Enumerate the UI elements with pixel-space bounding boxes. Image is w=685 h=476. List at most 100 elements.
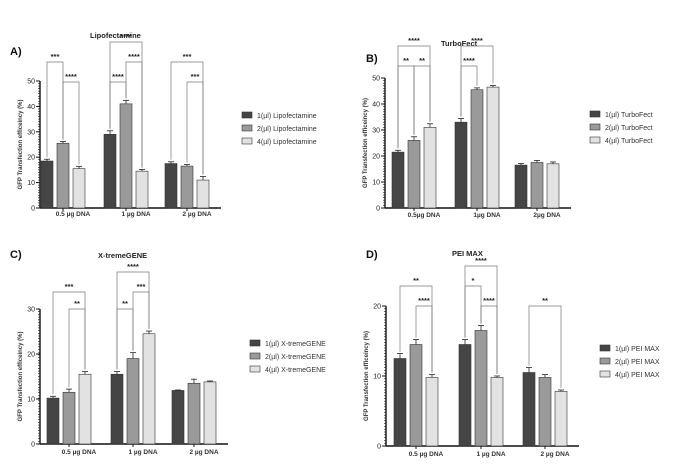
bar xyxy=(514,164,528,209)
y-tick-label: 40 xyxy=(372,102,380,109)
legend-swatch xyxy=(599,370,611,378)
significance-label: *** xyxy=(191,72,200,81)
significance-label: **** xyxy=(408,36,420,45)
significance-label: **** xyxy=(475,256,487,265)
y-axis-label: GFP Transfection efficeincy (%) xyxy=(18,332,24,422)
bar xyxy=(425,377,439,447)
bar xyxy=(522,372,536,447)
legend-label: 1(µl) Lipofectamine xyxy=(257,113,317,120)
legend-label: 4(µl) TurboFect xyxy=(605,138,653,145)
legend-swatch xyxy=(599,344,611,352)
panel-label: D) xyxy=(366,249,378,261)
bar xyxy=(470,89,484,209)
significance-bracket xyxy=(116,308,134,370)
bar xyxy=(142,333,156,445)
significance-bracket xyxy=(109,81,127,129)
significance-label: *** xyxy=(183,52,192,61)
significance-label: **** xyxy=(120,32,132,41)
bar xyxy=(490,377,504,447)
y-tick-label: 50 xyxy=(27,79,35,86)
significance-label: ** xyxy=(403,56,409,65)
legend-swatch xyxy=(599,357,611,365)
chart-title: PEI MAX xyxy=(452,249,483,258)
x-category-label: 1 µg DNA xyxy=(121,211,150,218)
y-tick-label: 0 xyxy=(31,206,35,213)
bar xyxy=(72,168,86,209)
y-tick-label: 0 xyxy=(376,206,380,213)
bar xyxy=(407,140,421,209)
legend-label: 1(µl) TurboFect xyxy=(605,112,653,119)
significance-bracket xyxy=(125,61,143,168)
legend-label: 1(µl) PEI MAX xyxy=(615,346,660,353)
x-category-label: 1 µg DNA xyxy=(128,449,157,456)
bar xyxy=(62,391,76,445)
panel-label: B) xyxy=(366,53,378,65)
y-tick-label: 20 xyxy=(372,154,380,161)
bar xyxy=(180,165,194,209)
y-tick-label: 20 xyxy=(373,304,381,311)
y-tick-label: 30 xyxy=(27,307,35,314)
significance-label: ** xyxy=(74,299,80,308)
legend-label: 2(µl) Lipofectamine xyxy=(257,126,317,133)
bar xyxy=(164,163,178,209)
y-axis-label: GFP Transfection efficeincy (%) xyxy=(364,331,370,421)
bar xyxy=(458,344,472,447)
significance-label: *** xyxy=(65,282,74,291)
y-tick-label: 0 xyxy=(31,442,35,449)
chart-panel-c: C) X-tremeGENE 0 10 20 30 GFP Transfection eff… xyxy=(10,249,326,456)
significance-label: ** xyxy=(542,296,548,305)
legend-label: 4(µl) X-tremeGENE xyxy=(265,367,326,374)
legend-swatch xyxy=(241,111,253,119)
legend-swatch xyxy=(241,137,253,145)
bar xyxy=(423,127,437,209)
bar xyxy=(40,160,54,209)
bar xyxy=(203,381,217,445)
significance-label: **** xyxy=(463,56,475,65)
chart-panel-b: B) TurboFect 0 10 20 30 40 50 GFP Transfection e… xyxy=(363,36,653,219)
y-tick-label: 10 xyxy=(27,397,35,404)
significance-bracket xyxy=(397,65,415,149)
significance-bracket xyxy=(480,305,498,374)
bar xyxy=(196,179,210,209)
x-category-label: 0.5 µg DNA xyxy=(56,211,91,218)
legend-swatch xyxy=(589,110,601,118)
bar xyxy=(530,162,544,209)
bar xyxy=(486,86,500,209)
legend-label: 4(µl) Lipofectamine xyxy=(257,139,317,146)
significance-bracket xyxy=(464,285,482,338)
x-category-label: 2 µg DNA xyxy=(540,451,569,458)
legend-label: 2(µl) X-tremeGENE xyxy=(265,354,326,361)
significance-label: *** xyxy=(51,52,60,61)
y-tick-label: 10 xyxy=(27,180,35,187)
significance-bracket xyxy=(62,81,80,165)
legend-swatch xyxy=(249,365,261,373)
bar xyxy=(546,163,560,209)
x-category-label: 2 µg DNA xyxy=(182,211,211,218)
significance-bracket xyxy=(460,65,478,117)
significance-label: **** xyxy=(483,296,495,305)
legend-swatch xyxy=(241,124,253,132)
bar xyxy=(56,142,70,209)
legend-label: 2(µl) PEI MAX xyxy=(615,359,660,366)
significance-label: **** xyxy=(127,262,139,271)
legend-swatch xyxy=(589,123,601,131)
legend-swatch xyxy=(249,352,261,360)
y-tick-label: 20 xyxy=(27,352,35,359)
significance-label: ** xyxy=(419,56,425,65)
x-category-label: 1 µg DNA xyxy=(476,451,505,458)
x-category-label: 0.5µg DNA xyxy=(408,212,441,219)
y-tick-label: 10 xyxy=(373,374,381,381)
x-category-label: 2µg DNA xyxy=(533,212,561,219)
chart-title: X-tremeGENE xyxy=(98,251,147,260)
bar xyxy=(171,390,185,445)
bar xyxy=(119,103,133,209)
significance-bracket xyxy=(68,308,86,388)
x-category-label: 0.5 µg DNA xyxy=(409,451,444,458)
bar xyxy=(454,121,468,209)
significance-label: ** xyxy=(122,299,128,308)
panel-label: C) xyxy=(10,249,22,261)
y-tick-label: 0 xyxy=(377,444,381,451)
significance-label: *** xyxy=(137,282,146,291)
bar xyxy=(46,397,60,445)
y-axis-label: GFP Transfection efficeincy (%) xyxy=(18,100,24,190)
